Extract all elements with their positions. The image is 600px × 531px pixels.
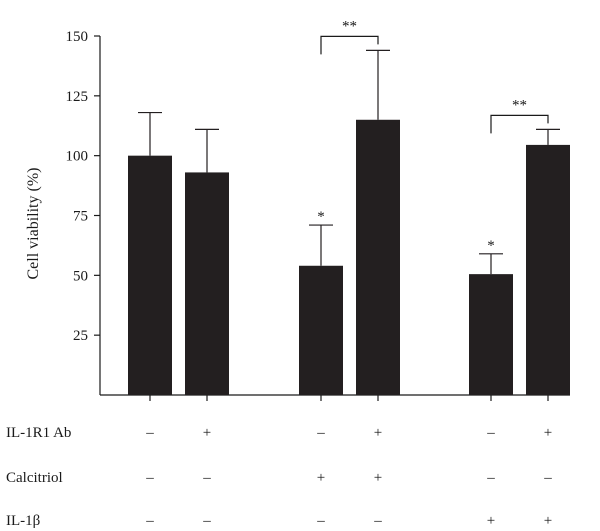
condition-sign: –	[316, 513, 325, 529]
significance-bracket	[490, 114, 549, 134]
y-tick-label: 50	[73, 268, 88, 284]
y-tick-label: 25	[73, 328, 88, 344]
significance-bracket-label: **	[342, 18, 357, 34]
bar	[299, 265, 343, 395]
condition-sign: +	[374, 470, 382, 486]
condition-row-label: Calcitriol	[6, 470, 63, 486]
x-axis	[100, 394, 570, 401]
error-bars	[138, 49, 560, 275]
bar	[185, 172, 229, 395]
significance-bracket	[320, 35, 379, 55]
y-axis-title: Cell viability (%)	[25, 168, 42, 280]
condition-sign: –	[145, 513, 154, 529]
bar	[526, 144, 570, 395]
significance-brackets: ** **	[320, 18, 549, 134]
significance-markers: **	[317, 209, 495, 254]
condition-sign: –	[316, 425, 325, 441]
condition-sign: +	[374, 425, 382, 441]
y-tick-label: 100	[66, 149, 89, 165]
condition-sign: +	[487, 513, 495, 529]
condition-sign: –	[486, 470, 495, 486]
y-axis: 25 50 75 100 125 150	[66, 29, 101, 395]
condition-sign: –	[486, 425, 495, 441]
significance-star: *	[317, 209, 325, 225]
condition-row-label: IL-1β	[6, 513, 40, 529]
condition-sign: –	[145, 470, 154, 486]
y-tick-label: 125	[66, 89, 89, 105]
condition-sign: –	[543, 470, 552, 486]
condition-sign: –	[373, 513, 382, 529]
condition-sign: +	[544, 513, 552, 529]
significance-bracket-label: **	[512, 97, 527, 113]
condition-sign: +	[544, 425, 552, 441]
condition-sign: –	[202, 470, 211, 486]
condition-sign: –	[202, 513, 211, 529]
condition-sign: –	[145, 425, 154, 441]
condition-table: IL-1R1 Ab – + – + – + Calcitriol – – + + – – IL-1β – – – –…	[6, 425, 552, 529]
y-tick-label: 150	[66, 29, 89, 45]
condition-sign: +	[317, 470, 325, 486]
bars	[128, 119, 570, 396]
bar	[356, 119, 400, 396]
y-tick-label: 75	[73, 209, 88, 225]
condition-sign: +	[203, 425, 211, 441]
bar	[128, 155, 172, 395]
significance-star: *	[487, 238, 495, 254]
bar	[469, 274, 513, 395]
condition-row-label: IL-1R1 Ab	[6, 425, 71, 441]
